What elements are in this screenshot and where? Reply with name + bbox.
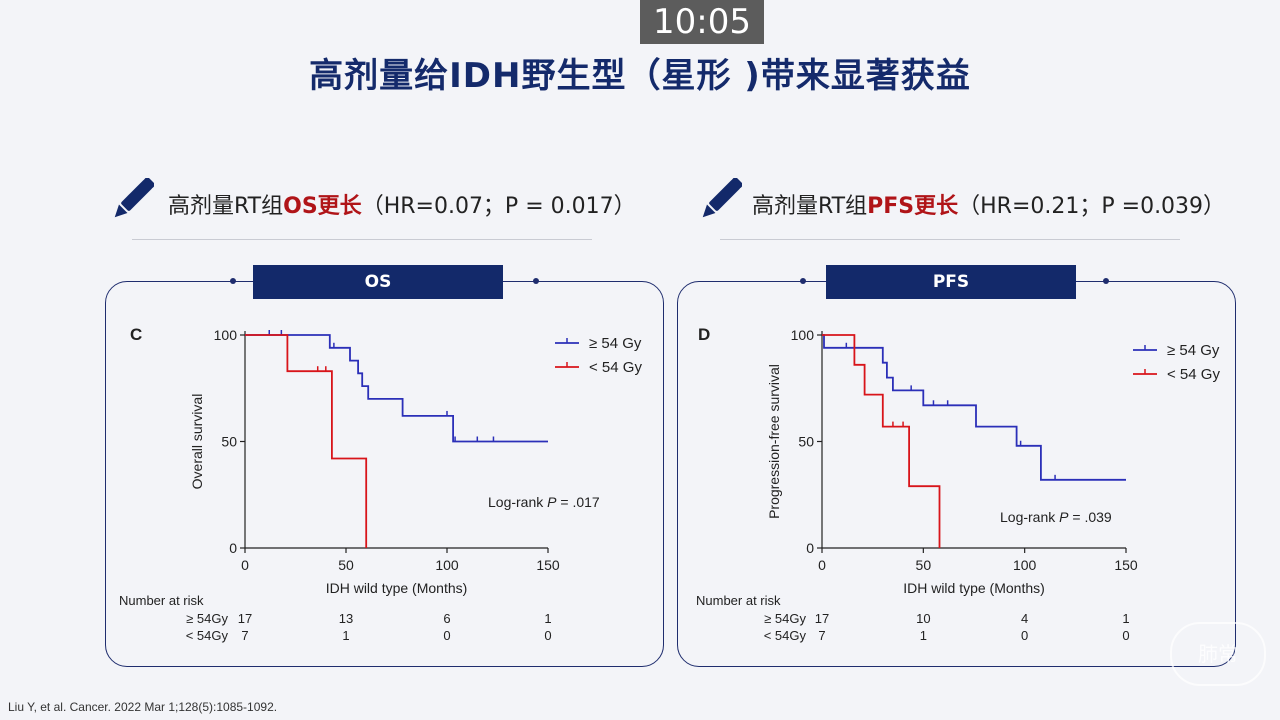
risk-row-label: < 54Gy	[764, 628, 807, 643]
series-line	[245, 334, 548, 443]
os-panel	[105, 281, 664, 667]
legend-label: ≥ 54 Gy	[589, 335, 642, 352]
risk-value: 10	[916, 611, 930, 626]
os-claim-highlight: OS更长	[283, 194, 362, 219]
y-tick-label: 100	[214, 327, 238, 343]
risk-value: 4	[1021, 611, 1028, 626]
logrank-annotation: Log-rank P = .017	[488, 494, 600, 510]
pencil-icon	[702, 178, 742, 218]
series-line	[822, 334, 941, 548]
x-tick-label: 150	[1114, 557, 1138, 573]
x-tick-label: 50	[338, 557, 354, 573]
x-tick-label: 100	[435, 557, 459, 573]
right-divider	[720, 239, 1180, 240]
watermark-logo: 肺常	[1170, 622, 1266, 686]
x-tick-label: 100	[1013, 557, 1037, 573]
risk-value: 1	[1122, 611, 1129, 626]
logrank-annotation: Log-rank P = .039	[1000, 509, 1112, 525]
legend-label: ≥ 54 Gy	[1167, 342, 1220, 359]
risk-value: 6	[443, 611, 450, 626]
y-axis-label: Progression-free survival	[766, 364, 782, 519]
y-tick-label: 50	[221, 434, 237, 450]
panel-letter: D	[698, 325, 710, 344]
risk-table-title: Number at risk	[119, 593, 204, 608]
x-tick-label: 0	[818, 557, 826, 573]
risk-value: 17	[238, 611, 252, 626]
risk-value: 1	[544, 611, 551, 626]
citation: Liu Y, et al. Cancer. 2022 Mar 1;128(5):…	[8, 700, 278, 714]
pfs-tab-dot-left	[800, 278, 806, 284]
risk-value: 0	[443, 628, 450, 643]
left-divider	[132, 239, 592, 240]
risk-value: 17	[815, 611, 829, 626]
os-tab-dot-right	[533, 278, 539, 284]
os-tab: OS	[253, 265, 503, 299]
pfs-claim: 高剂量RT组PFS更长（HR=0.21；P =0.039）	[752, 188, 1225, 220]
risk-value: 0	[1122, 628, 1129, 643]
os-claim: 高剂量RT组OS更长（HR=0.07；P = 0.017）	[168, 188, 636, 220]
pfs-claim-stats: （HR=0.21；P =0.039）	[958, 194, 1226, 219]
x-tick-label: 150	[536, 557, 560, 573]
risk-value: 1	[920, 628, 927, 643]
timer-display: 10:05	[640, 0, 764, 44]
x-axis-label: IDH wild type (Months)	[326, 580, 468, 596]
risk-value: 7	[818, 628, 825, 643]
risk-table-title: Number at risk	[696, 593, 781, 608]
y-tick-label: 50	[798, 434, 814, 450]
y-axis-label: Overall survival	[189, 394, 205, 490]
slide-title: 高剂量给IDH野生型（星形 )带来显著获益	[309, 56, 971, 96]
risk-value: 0	[544, 628, 551, 643]
pfs-tab: PFS	[826, 265, 1076, 299]
os-claim-prefix: 高剂量RT组	[168, 194, 284, 219]
pfs-panel	[677, 281, 1236, 667]
series-line	[822, 334, 1126, 481]
pfs-claim-prefix: 高剂量RT组	[752, 194, 868, 219]
risk-value: 13	[339, 611, 353, 626]
risk-value: 7	[241, 628, 248, 643]
panel-letter: C	[130, 325, 142, 344]
risk-row-label: ≥ 54Gy	[764, 611, 806, 626]
y-tick-label: 100	[791, 327, 815, 343]
legend-label: < 54 Gy	[1167, 366, 1220, 383]
x-axis-label: IDH wild type (Months)	[903, 580, 1045, 596]
risk-row-label: < 54Gy	[186, 628, 229, 643]
risk-value: 1	[342, 628, 349, 643]
series-line	[245, 334, 368, 548]
y-tick-label: 0	[229, 540, 237, 556]
legend-label: < 54 Gy	[589, 359, 642, 376]
os-tab-dot-left	[230, 278, 236, 284]
risk-value: 0	[1021, 628, 1028, 643]
x-tick-label: 0	[241, 557, 249, 573]
pencil-icon	[114, 178, 154, 218]
y-tick-label: 0	[806, 540, 814, 556]
x-tick-label: 50	[916, 557, 932, 573]
pfs-tab-dot-right	[1103, 278, 1109, 284]
pfs-claim-highlight: PFS更长	[867, 194, 959, 219]
risk-row-label: ≥ 54Gy	[186, 611, 228, 626]
os-claim-stats: （HR=0.07；P = 0.017）	[361, 194, 636, 219]
